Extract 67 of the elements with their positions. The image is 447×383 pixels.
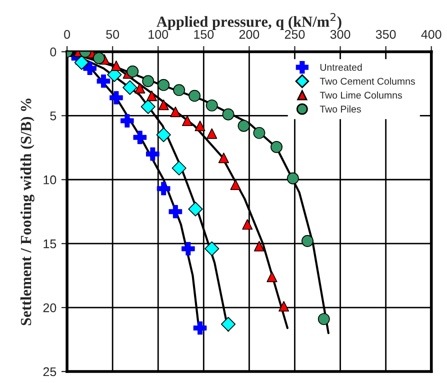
y-tick-label: 25	[43, 367, 56, 376]
point	[230, 179, 241, 190]
point	[193, 321, 207, 335]
point	[158, 100, 169, 110]
point	[120, 114, 134, 128]
y-tick-label: 0	[50, 48, 56, 56]
x-tick-label: 200	[239, 30, 260, 39]
point	[83, 62, 96, 76]
x-tick-label: 0	[64, 30, 70, 39]
point	[222, 108, 234, 120]
x-axis-title: Applied pressure, q (kN/m$^{2}$)	[156, 12, 342, 30]
point	[168, 204, 182, 218]
point	[253, 126, 266, 139]
point	[206, 99, 218, 112]
point	[238, 120, 250, 132]
point	[96, 74, 110, 88]
point	[266, 272, 278, 282]
point	[74, 55, 89, 70]
point	[110, 91, 123, 104]
point	[220, 316, 236, 332]
point	[172, 160, 186, 176]
legend-label: Two Piles	[320, 105, 361, 113]
point	[110, 60, 122, 72]
point	[254, 240, 264, 252]
legend-label: Two Lime Columns	[320, 92, 402, 99]
point	[173, 84, 186, 96]
point	[156, 128, 171, 142]
y-axis-title: Settlement / Footing width (S/B) %	[20, 98, 34, 326]
point	[134, 82, 146, 94]
point	[182, 116, 193, 126]
point	[140, 99, 156, 114]
point	[270, 141, 282, 153]
y-tick-label: 5	[50, 112, 56, 120]
point	[206, 128, 218, 139]
point	[126, 66, 139, 78]
point	[170, 106, 181, 118]
point	[158, 78, 170, 91]
legend-label: Untreated	[320, 64, 362, 71]
point	[182, 242, 195, 256]
point	[278, 300, 290, 312]
point	[122, 80, 138, 95]
point	[142, 75, 154, 88]
point	[188, 202, 203, 216]
point	[188, 90, 201, 102]
point	[218, 152, 229, 164]
point	[146, 90, 158, 102]
point	[194, 120, 206, 132]
point	[286, 172, 299, 184]
x-tick-label: 300	[330, 30, 350, 39]
point	[242, 219, 253, 230]
y-tick-label: 15	[44, 240, 56, 248]
x-tick-label: 400	[421, 30, 442, 39]
x-tick-label: 50	[106, 30, 120, 39]
x-tick-label: 350	[376, 30, 396, 39]
point	[156, 182, 170, 196]
x-tick-label: 100	[148, 30, 168, 39]
y-tick-label: 10	[44, 175, 56, 184]
legend-label: Two Cement Columns	[320, 78, 415, 85]
point	[92, 52, 105, 64]
point	[318, 313, 330, 326]
x-tick-label: 250	[284, 30, 305, 39]
point	[204, 241, 220, 256]
y-tick-label: 20	[43, 303, 56, 312]
point	[302, 235, 314, 248]
point	[133, 130, 147, 144]
point	[146, 147, 160, 161]
x-tick-label: 150	[194, 30, 214, 39]
